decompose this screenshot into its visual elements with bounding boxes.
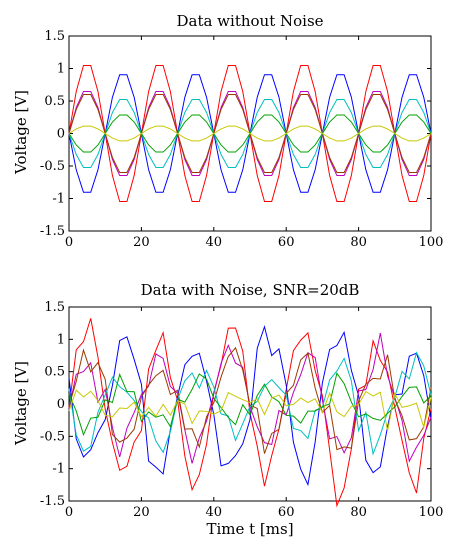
bottom-ytick-label: -1 <box>52 462 65 477</box>
top-ytick-label: -1.5 <box>40 224 65 239</box>
bottom-plot-yticks: 1.5 1 0.5 0 -0.5 -1 -1.5 <box>40 300 431 509</box>
top-xtick-label: 40 <box>206 235 223 250</box>
bottom-ytick-label: 1.5 <box>44 300 65 315</box>
top-series-line-7 <box>68 125 432 142</box>
top-plot-series-group <box>68 65 432 202</box>
bottom-plot-ylabel: Voltage [V] <box>12 361 30 446</box>
bottom-series-line-7 <box>68 389 432 432</box>
bottom-ytick-label: 0 <box>57 397 65 412</box>
bottom-series-line-1 <box>68 318 432 508</box>
bottom-ytick-label: 1 <box>57 332 65 347</box>
top-xtick-label: 60 <box>278 235 295 250</box>
top-ytick-label: -1 <box>52 192 65 207</box>
bottom-ytick-label: 0.5 <box>44 365 65 380</box>
bottom-xtick-label: 20 <box>133 505 150 520</box>
top-ytick-label: 1 <box>57 62 65 77</box>
bottom-plot-panel: Data with Noise, SNR=20dB Voltage [V] Ti… <box>12 281 443 538</box>
top-xtick-label: 100 <box>419 235 444 250</box>
bottom-plot-title: Data with Noise, SNR=20dB <box>141 281 360 299</box>
top-plot-yticks: 1.5 1 0.5 0 -0.5 -1 -1.5 <box>40 29 431 239</box>
bottom-ytick-label: -1.5 <box>40 494 65 509</box>
bottom-xtick-label: 0 <box>65 505 73 520</box>
bottom-series-line-6 <box>68 372 432 437</box>
bottom-xtick-label: 40 <box>206 505 223 520</box>
bottom-plot-series-group <box>68 318 432 508</box>
bottom-plot-xlabel: Time t [ms] <box>206 520 293 538</box>
top-plot-panel: Data without Noise Voltage [V] 0 20 40 60 80… <box>12 12 443 250</box>
bottom-xtick-label: 60 <box>278 505 295 520</box>
top-ytick-label: 0 <box>57 127 65 142</box>
top-plot-title: Data without Noise <box>176 12 323 30</box>
top-ytick-label: 0.5 <box>44 94 65 109</box>
top-ytick-label: -0.5 <box>40 159 65 174</box>
bottom-ytick-label: -0.5 <box>40 429 65 444</box>
bottom-series-line-2 <box>68 324 432 487</box>
bottom-series-line-5 <box>68 351 432 456</box>
bottom-xtick-label: 80 <box>350 505 367 520</box>
top-xtick-label: 20 <box>133 235 150 250</box>
top-xtick-label: 80 <box>350 235 367 250</box>
bottom-xtick-label: 100 <box>419 505 444 520</box>
top-plot-ylabel: Voltage [V] <box>12 90 30 175</box>
bottom-series-line-4 <box>68 346 432 454</box>
top-plot-xticks: 0 20 40 60 80 100 <box>65 36 444 250</box>
bottom-plot-xticks: 0 20 40 60 80 100 <box>65 307 444 520</box>
top-xtick-label: 0 <box>65 235 73 250</box>
top-ytick-label: 1.5 <box>44 29 65 44</box>
